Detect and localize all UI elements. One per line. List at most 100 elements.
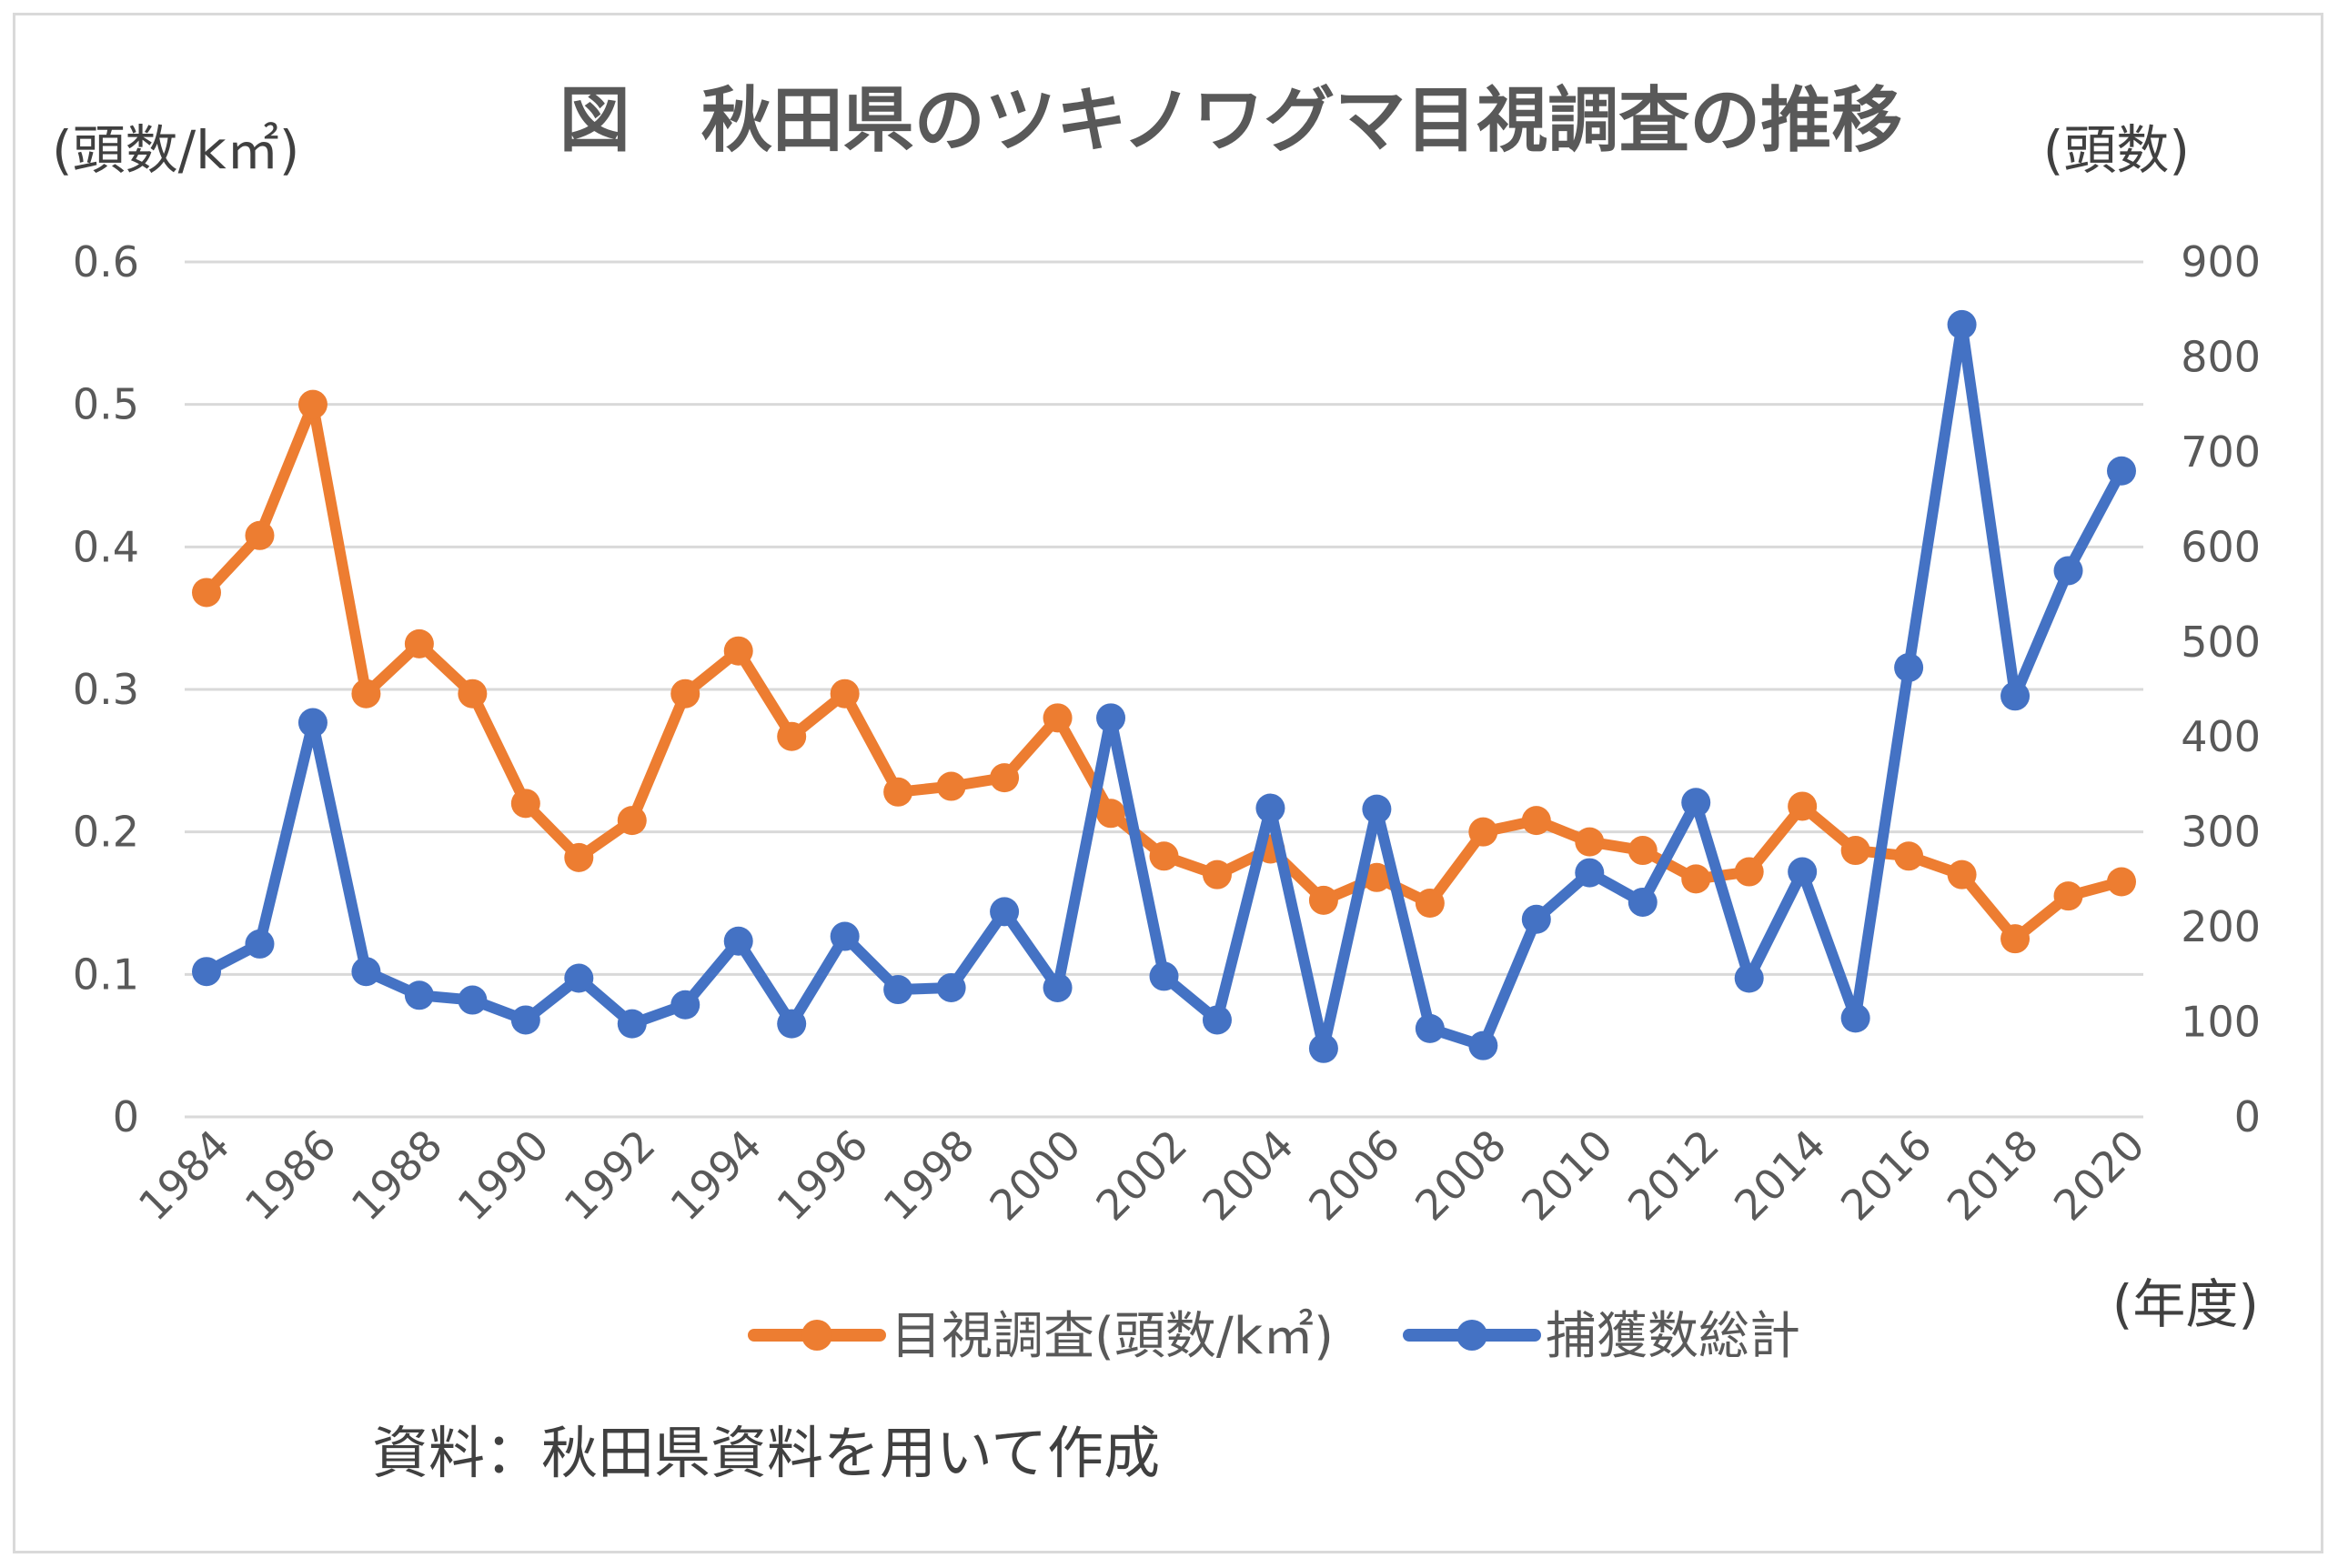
data-point: [1202, 859, 1232, 890]
data-point: [1947, 309, 1977, 339]
x-tick-label: 2008: [1406, 1121, 1516, 1231]
x-tick-label: 2006: [1299, 1121, 1409, 1231]
data-point: [1202, 1005, 1232, 1035]
data-point: [2000, 681, 2031, 711]
legend: 目視調査(頭数/k㎡) 捕獲数総計: [748, 1307, 1800, 1366]
data-point: [351, 957, 381, 987]
data-point: [1521, 904, 1551, 934]
data-point: [883, 777, 913, 807]
gridlines: [185, 260, 2143, 1119]
series-line: [201, 318, 2127, 1054]
x-axis-unit: (年度): [2112, 1273, 2259, 1335]
right-tick-label: 0: [2234, 1092, 2261, 1141]
data-point: [245, 929, 275, 959]
data-point: [1362, 862, 1392, 892]
data-point: [1415, 889, 1445, 918]
data-point: [1681, 864, 1711, 894]
data-point: [1149, 961, 1179, 991]
data-point: [297, 708, 328, 738]
line-chart: 図 秋田県のツキノワグマ目視調査の推移 (頭数/k㎡) (頭数) (年度) 00…: [52, 80, 2261, 1486]
right-tick-label: 300: [2181, 808, 2261, 857]
right-axis-unit: (頭数): [2043, 119, 2190, 181]
x-tick-label: 1984: [129, 1121, 239, 1231]
x-tick-label: 2002: [1086, 1121, 1196, 1231]
data-point: [723, 636, 753, 666]
data-point: [990, 763, 1020, 793]
data-point: [2107, 867, 2136, 897]
right-tick-label: 200: [2181, 902, 2261, 951]
data-point: [1255, 793, 1285, 823]
left-axis-unit: (頭数/k㎡): [52, 119, 299, 181]
data-point: [564, 963, 594, 993]
data-point: [1681, 788, 1711, 818]
right-tick-label: 500: [2181, 618, 2261, 667]
source-note: 資料：秋田県資料を用いて作成: [372, 1420, 1160, 1486]
data-point: [1788, 857, 1818, 887]
data-point: [1521, 806, 1551, 836]
x-tick-label: 2004: [1193, 1121, 1303, 1231]
left-tick-label: 0.2: [73, 808, 139, 857]
x-tick-label: 1990: [448, 1121, 559, 1231]
data-point: [1628, 887, 1658, 917]
x-tick-label: 1994: [661, 1121, 771, 1231]
data-point: [830, 921, 860, 951]
x-tick-label: 1988: [342, 1121, 452, 1231]
right-tick-label: 800: [2181, 332, 2261, 381]
data-point: [297, 389, 328, 419]
data-point: [2053, 881, 2083, 911]
data-point: [564, 842, 594, 872]
data-point: [510, 1005, 540, 1035]
left-axis-ticks: 0 0.1 0.2 0.3 0.4 0.5 0.6: [73, 237, 139, 1141]
data-point: [1415, 1013, 1445, 1043]
data-point: [617, 1009, 647, 1039]
x-tick-label: 2012: [1618, 1121, 1728, 1231]
data-point: [723, 926, 753, 956]
data-point: [2053, 556, 2083, 586]
data-point: [1840, 836, 1870, 866]
data-point: [1734, 857, 1764, 887]
right-tick-label: 600: [2181, 522, 2261, 571]
data-point: [404, 980, 434, 1010]
right-tick-label: 900: [2181, 237, 2261, 286]
series-capture-total: [192, 309, 2136, 1063]
left-tick-label: 0.3: [73, 665, 139, 714]
data-point: [404, 628, 434, 658]
data-point: [1947, 859, 1977, 890]
data-point: [1308, 885, 1338, 915]
legend-swatch-marker: [1456, 1320, 1487, 1351]
right-axis-ticks: 0 100 200 300 400 500 600 700 800 900: [2181, 237, 2261, 1141]
left-tick-label: 0.5: [73, 380, 139, 429]
data-point: [1628, 836, 1658, 866]
data-point: [830, 678, 860, 709]
series-visual-survey: [192, 389, 2136, 954]
data-point: [1096, 799, 1126, 829]
data-point: [1308, 1033, 1338, 1063]
legend-label-capture-total: 捕獲数総計: [1546, 1307, 1800, 1366]
x-tick-label: 2016: [1831, 1121, 1941, 1231]
data-point: [1043, 703, 1073, 733]
data-point: [458, 678, 488, 709]
x-tick-label: 2020: [2044, 1121, 2154, 1231]
data-point: [936, 972, 966, 1002]
data-point: [1788, 791, 1818, 821]
legend-item-blue: 捕獲数総計: [1403, 1307, 1800, 1366]
x-tick-label: 1992: [555, 1121, 665, 1231]
legend-swatch-marker: [801, 1320, 832, 1351]
data-point: [1468, 1030, 1498, 1060]
data-point: [1362, 794, 1392, 824]
data-point: [510, 789, 540, 819]
data-point: [777, 721, 807, 751]
data-point: [1894, 652, 1924, 682]
data-point: [245, 520, 275, 550]
data-point: [1096, 703, 1126, 733]
left-tick-label: 0.4: [73, 522, 139, 571]
data-point: [2000, 924, 2031, 954]
data-point: [1575, 827, 1605, 857]
x-tick-label: 2010: [1512, 1121, 1622, 1231]
data-point: [192, 957, 221, 987]
data-point: [192, 578, 221, 608]
data-point: [458, 985, 488, 1015]
left-tick-label: 0.1: [73, 950, 139, 999]
data-point: [1840, 1003, 1870, 1033]
